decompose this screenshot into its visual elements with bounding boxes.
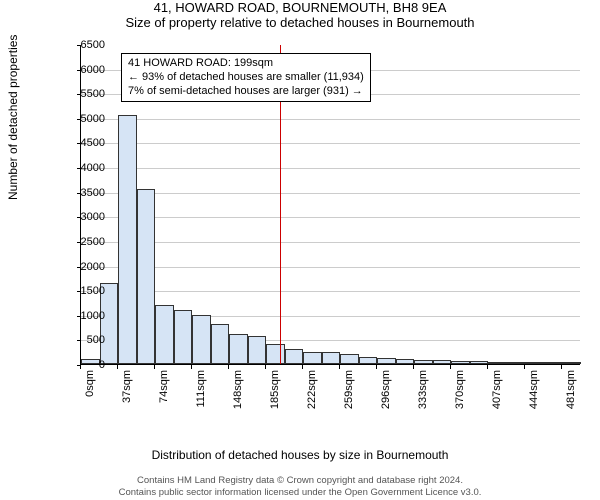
histogram-bar <box>303 352 322 364</box>
histogram-bar <box>396 359 415 364</box>
gridline <box>81 143 580 144</box>
histogram-bar <box>525 362 544 364</box>
footer: Contains HM Land Registry data © Crown c… <box>0 475 600 498</box>
xtick-label: 296sqm <box>380 370 392 409</box>
xtick-mark <box>450 365 451 369</box>
histogram-bar <box>192 315 211 364</box>
gridline <box>81 193 580 194</box>
histogram-bar <box>377 358 396 364</box>
xtick-label: 481sqm <box>565 370 577 409</box>
histogram-bar <box>248 336 267 364</box>
xtick-mark <box>265 365 266 369</box>
histogram-bar <box>414 360 433 364</box>
gridline <box>81 267 580 268</box>
xtick-label: 407sqm <box>491 370 503 409</box>
histogram-bar <box>137 189 156 364</box>
histogram-bar <box>433 360 452 364</box>
histogram-bar <box>562 362 581 364</box>
histogram-bar <box>340 354 359 364</box>
histogram-bar <box>507 362 526 364</box>
footer-line-2: Contains public sector information licen… <box>0 487 600 498</box>
gridline <box>81 168 580 169</box>
ytick-label: 2000 <box>65 261 105 273</box>
histogram-bar <box>229 334 248 364</box>
xtick-label: 148sqm <box>232 370 244 409</box>
gridline <box>81 217 580 218</box>
plot-area: 41 HOWARD ROAD: 199sqm ← 93% of detached… <box>80 45 580 365</box>
ytick-label: 4000 <box>65 162 105 174</box>
histogram-bar <box>285 349 304 364</box>
histogram-bar <box>359 357 378 364</box>
histogram-bar <box>544 362 563 364</box>
page-title: 41, HOWARD ROAD, BOURNEMOUTH, BH8 9EA <box>0 0 600 15</box>
ytick-label: 3500 <box>65 187 105 199</box>
xtick-mark <box>487 365 488 369</box>
xtick-mark <box>80 365 81 369</box>
ytick-label: 4500 <box>65 137 105 149</box>
annotation-line-3: 7% of semi-detached houses are larger (9… <box>128 85 364 99</box>
histogram-bar <box>211 324 230 364</box>
annotation-box: 41 HOWARD ROAD: 199sqm ← 93% of detached… <box>121 53 371 102</box>
annotation-line-2: ← 93% of detached houses are smaller (11… <box>128 71 364 85</box>
xtick-label: 370sqm <box>454 370 466 409</box>
xtick-mark <box>376 365 377 369</box>
xtick-label: 444sqm <box>528 370 540 409</box>
x-axis-label: Distribution of detached houses by size … <box>0 448 600 462</box>
ytick-label: 3000 <box>65 211 105 223</box>
histogram-bar <box>266 344 285 364</box>
chart-container: 41 HOWARD ROAD: 199sqm ← 93% of detached… <box>50 45 580 405</box>
histogram-bar <box>470 361 489 364</box>
annotation-line-1: 41 HOWARD ROAD: 199sqm <box>128 57 364 71</box>
xtick-mark <box>561 365 562 369</box>
histogram-bar <box>118 115 137 364</box>
xtick-label: 259sqm <box>343 370 355 409</box>
ytick-label: 2500 <box>65 236 105 248</box>
xtick-label: 185sqm <box>269 370 281 409</box>
ytick-label: 1500 <box>65 285 105 297</box>
xtick-label: 333sqm <box>417 370 429 409</box>
gridline <box>81 291 580 292</box>
histogram-bar <box>488 362 507 364</box>
xtick-mark <box>191 365 192 369</box>
xtick-mark <box>117 365 118 369</box>
xtick-label: 111sqm <box>195 370 207 408</box>
xtick-mark <box>524 365 525 369</box>
histogram-bar <box>155 305 174 364</box>
y-axis-label: Number of detached properties <box>6 35 20 200</box>
xtick-mark <box>154 365 155 369</box>
xtick-label: 222sqm <box>306 370 318 409</box>
xtick-mark <box>413 365 414 369</box>
ytick-label: 6500 <box>65 39 105 51</box>
ytick-label: 6000 <box>65 64 105 76</box>
page-subtitle: Size of property relative to detached ho… <box>0 15 600 30</box>
ytick-label: 5000 <box>65 113 105 125</box>
xtick-mark <box>339 365 340 369</box>
xtick-label: 37sqm <box>121 370 133 403</box>
ytick-label: 500 <box>65 334 105 346</box>
xtick-label: 0sqm <box>84 370 96 397</box>
ytick-label: 5500 <box>65 88 105 100</box>
xtick-label: 74sqm <box>158 370 170 403</box>
histogram-bar <box>451 361 470 364</box>
histogram-bar <box>322 352 341 364</box>
xtick-mark <box>228 365 229 369</box>
gridline <box>81 119 580 120</box>
gridline <box>81 242 580 243</box>
xtick-mark <box>302 365 303 369</box>
ytick-label: 1000 <box>65 310 105 322</box>
footer-line-1: Contains HM Land Registry data © Crown c… <box>0 475 600 486</box>
histogram-bar <box>174 310 193 364</box>
